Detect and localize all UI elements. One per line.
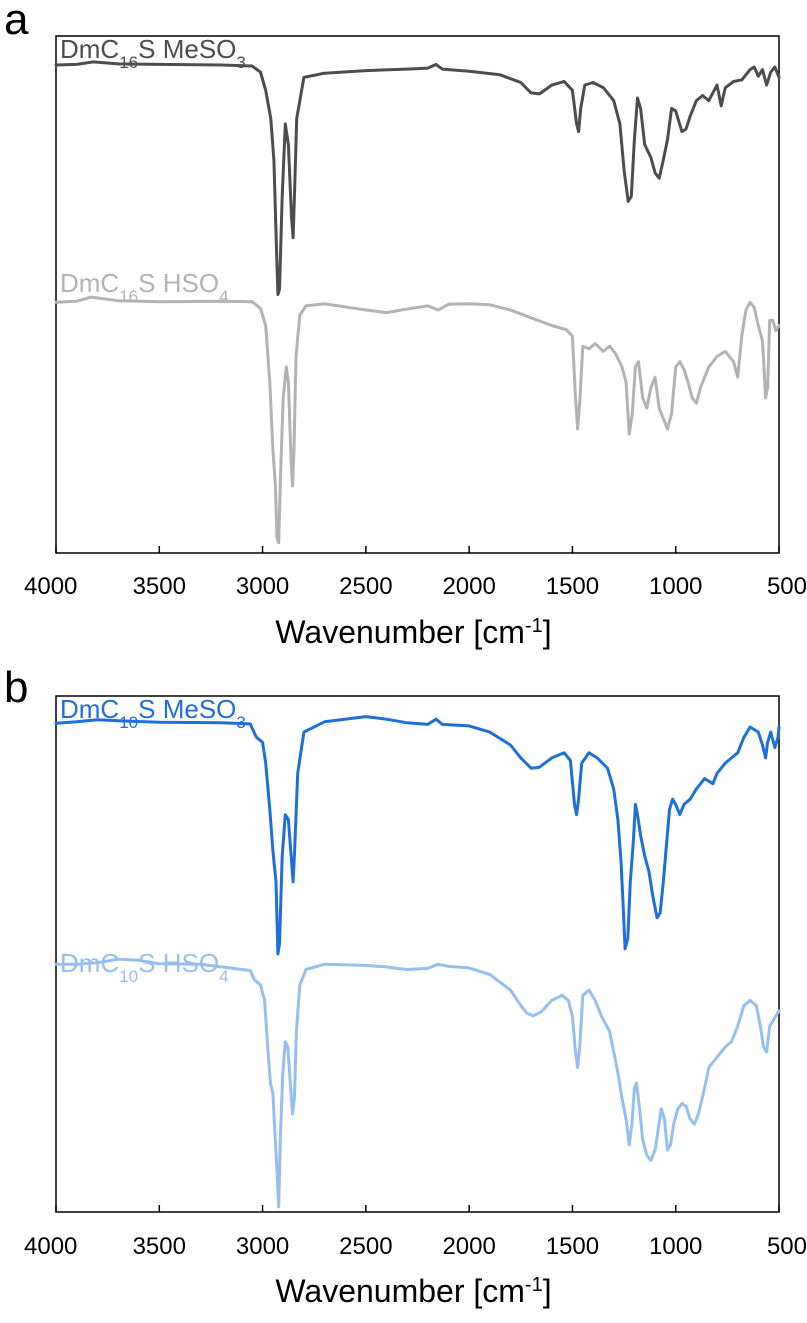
plot-frame — [55, 695, 780, 1213]
x-tick-label: 4000 — [24, 573, 77, 600]
series-label-2: DmC16S HSO4 — [60, 268, 229, 306]
x-tick-label: 3500 — [133, 1233, 186, 1260]
x-tick-label: 500 — [767, 573, 807, 600]
x-tick-label: 2500 — [339, 1233, 392, 1260]
x-tick-label: 1500 — [546, 573, 599, 600]
series-line-2 — [54, 295, 781, 545]
x-tick-label: 3500 — [133, 573, 186, 600]
panel-label: b — [4, 663, 28, 712]
x-axis-title: Wavenumber [cm-1] — [275, 614, 551, 650]
x-tick-label: 1500 — [546, 1233, 599, 1260]
x-tick-label: 2000 — [442, 1233, 495, 1260]
panel-label: a — [4, 0, 29, 44]
x-tick-label: 2500 — [339, 573, 392, 600]
x-tick-label: 3000 — [236, 1233, 289, 1260]
series-line-2 — [54, 957, 781, 1209]
chart-panel-a: a 4000 3500 3000 2500 2000 1500 1000 500 Wavenumb… — [4, 0, 807, 650]
x-tick-label: 500 — [767, 1233, 807, 1260]
x-tick-label: 1000 — [649, 573, 702, 600]
x-tick-label: 2000 — [442, 573, 495, 600]
x-tick-label: 3000 — [236, 573, 289, 600]
plot-frame — [55, 35, 780, 554]
series-line-1 — [54, 715, 781, 956]
series-label-2: DmC10S HSO4 — [60, 948, 229, 986]
series-label-1: DmC16S MeSO3 — [60, 34, 246, 72]
chart-panel-b: b 4000 3500 3000 2500 2000 1500 1000 500 Wavenumb… — [4, 663, 807, 1309]
series-label-1: DmC10S MeSO3 — [60, 694, 246, 732]
x-tick-label: 1000 — [649, 1233, 702, 1260]
x-axis-title: Wavenumber [cm-1] — [275, 1273, 551, 1309]
x-tick-label: 4000 — [24, 1233, 77, 1260]
series-line-1 — [54, 60, 781, 296]
